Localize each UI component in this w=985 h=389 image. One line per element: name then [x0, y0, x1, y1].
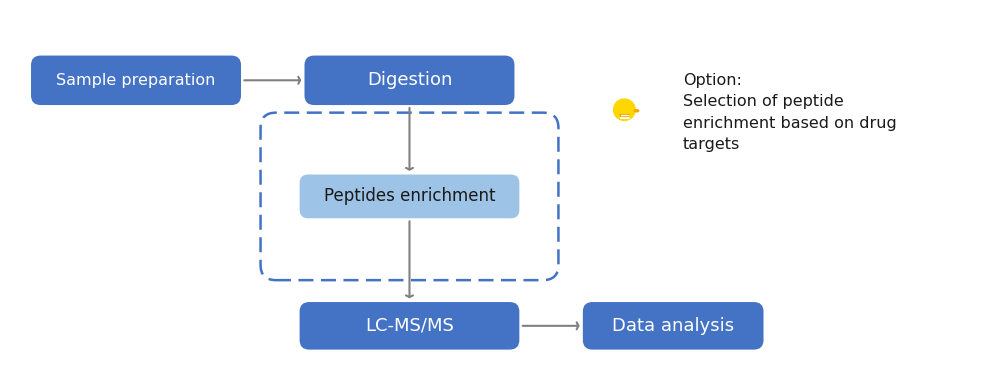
FancyBboxPatch shape: [31, 56, 241, 105]
Circle shape: [614, 99, 635, 120]
Text: Sample preparation: Sample preparation: [56, 73, 216, 88]
Text: LC-MS/MS: LC-MS/MS: [365, 317, 454, 335]
Text: Digestion: Digestion: [366, 71, 452, 89]
FancyBboxPatch shape: [304, 56, 514, 105]
Text: Peptides enrichment: Peptides enrichment: [324, 187, 495, 205]
FancyBboxPatch shape: [299, 302, 519, 350]
Text: Data analysis: Data analysis: [612, 317, 734, 335]
Polygon shape: [619, 114, 629, 119]
FancyBboxPatch shape: [633, 109, 639, 112]
Text: Option:
Selection of peptide
enrichment based on drug
targets: Option: Selection of peptide enrichment …: [683, 73, 896, 152]
FancyBboxPatch shape: [299, 175, 519, 218]
FancyBboxPatch shape: [583, 302, 763, 350]
